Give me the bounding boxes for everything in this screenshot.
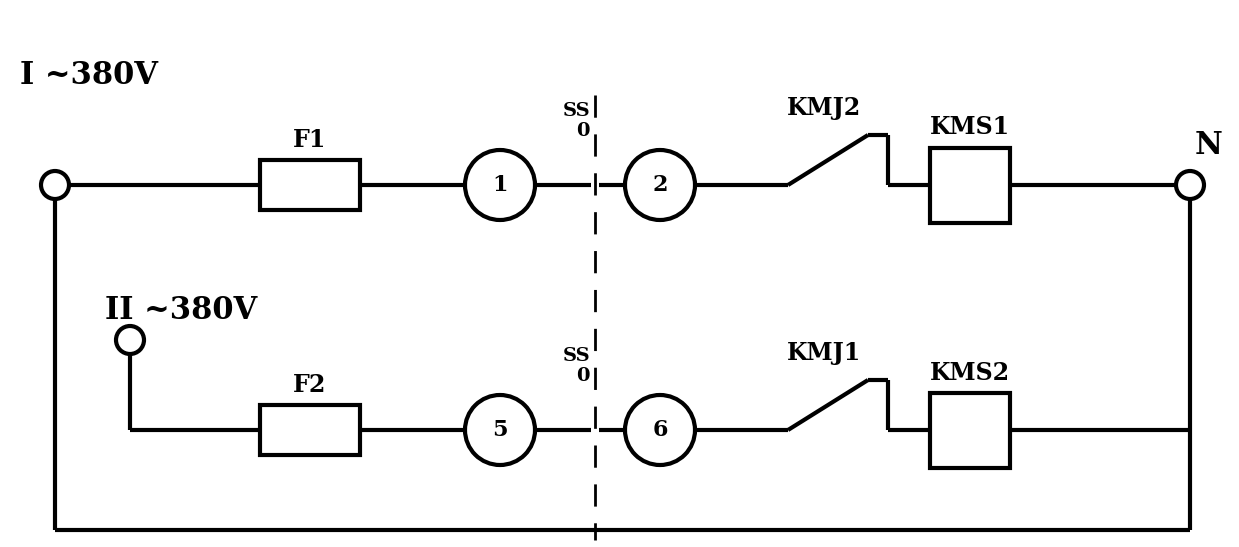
Text: N: N bbox=[1194, 130, 1223, 161]
Text: 6: 6 bbox=[652, 419, 668, 441]
Text: KMJ2: KMJ2 bbox=[787, 96, 861, 120]
Text: 2: 2 bbox=[652, 174, 668, 196]
Bar bbox=[930, 393, 1010, 468]
Text: 0: 0 bbox=[576, 122, 590, 140]
Text: KMS1: KMS1 bbox=[930, 115, 1010, 139]
Text: F1: F1 bbox=[294, 128, 327, 152]
Text: KMS2: KMS2 bbox=[930, 360, 1010, 385]
Text: I ~380V: I ~380V bbox=[20, 60, 159, 91]
Bar bbox=[260, 160, 361, 210]
Text: 1: 1 bbox=[492, 174, 508, 196]
Bar bbox=[930, 148, 1010, 223]
Circle shape bbox=[624, 395, 695, 465]
Circle shape bbox=[624, 150, 695, 220]
Bar bbox=[260, 405, 361, 455]
Text: 5: 5 bbox=[492, 419, 508, 441]
Text: SS: SS bbox=[563, 102, 590, 120]
Text: F2: F2 bbox=[294, 373, 327, 397]
Text: 0: 0 bbox=[576, 367, 590, 385]
Circle shape bbox=[465, 150, 535, 220]
Circle shape bbox=[465, 395, 535, 465]
Text: SS: SS bbox=[563, 347, 590, 365]
Text: II ~380V: II ~380V bbox=[105, 295, 258, 326]
Text: KMJ1: KMJ1 bbox=[787, 341, 861, 365]
